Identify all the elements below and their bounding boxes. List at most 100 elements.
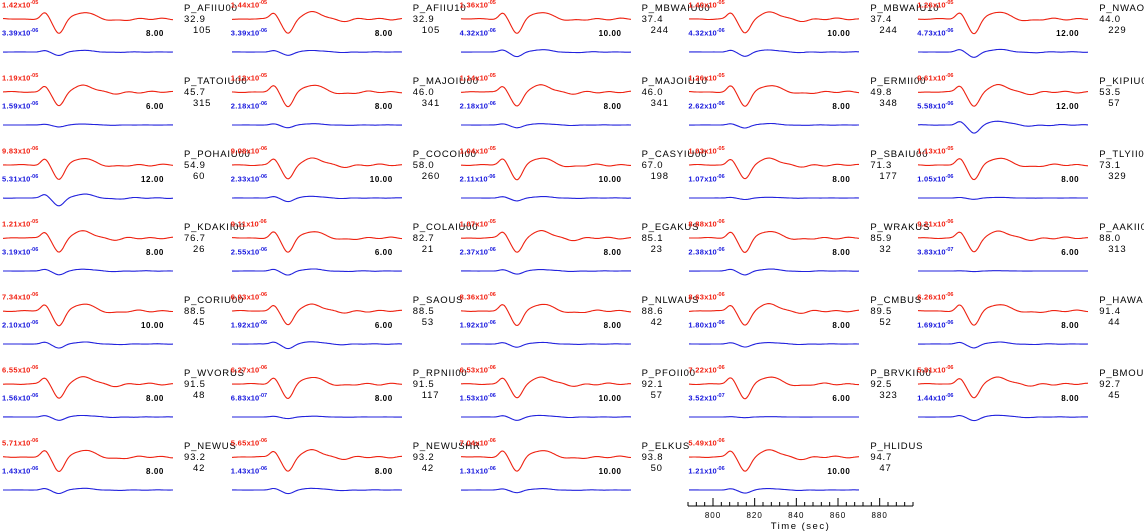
seismogram-cell[interactable]: 1.04x10-05 2.11x10-06 10.00 P_CASYIU00 6…: [458, 146, 706, 219]
seismogram-cell[interactable]: 1.07x10-05 2.37x10-06 8.00 P_EGAKUS 85.1…: [458, 219, 698, 292]
seismogram-cell[interactable]: 1.12x10-05 2.18x10-06 8.00 P_MAJOIU00 46…: [229, 73, 478, 146]
window-length-label: 8.00: [146, 467, 164, 476]
seismogram-grid: 1.42x10-05 3.39x10-06 8.00 P_AFIIU00 32.…: [0, 0, 1144, 511]
seismogram-cell[interactable]: 7.04x10-06 1.31x10-06 10.00 P_ELKUS 93.8…: [458, 438, 689, 511]
observed-trace: [918, 376, 1089, 399]
station-info: P_KIPIU00 53.5 57: [1099, 76, 1144, 109]
synthetic-trace: [460, 49, 631, 58]
window-length-label: 8.00: [374, 394, 393, 403]
waveform-traces: [231, 231, 402, 276]
observed-trace: [460, 303, 631, 327]
station-name: P_WVORUS: [184, 368, 245, 379]
station-name: P_MBWAIU10: [870, 3, 940, 14]
window-length-label: 10.00: [598, 29, 622, 38]
synthetic-trace: [2, 193, 174, 207]
window-length-label: 8.00: [603, 248, 622, 257]
station-distance: 92.7: [1099, 379, 1121, 390]
observed-amplitude-label: 6.53x10-06: [459, 365, 496, 375]
observed-trace: [918, 230, 1089, 253]
seismogram-cell[interactable]: 1.26x10-05 2.62x10-06 8.00 P_ERMII00 49.…: [686, 73, 925, 146]
waveform-traces: [460, 303, 631, 348]
synthetic-amplitude-label: 5.58x10-06: [917, 101, 954, 111]
station-name: P_ERMII00: [870, 76, 927, 87]
synthetic-trace: [3, 341, 174, 349]
seismogram-cell[interactable]: 1.13x10-05 1.05x10-06 8.00 P_TLYII00 73.…: [915, 146, 1144, 219]
seismogram-cell[interactable]: 1.14x10-05 2.18x10-06 8.00 P_MAJOIU10 46…: [458, 73, 707, 146]
synthetic-amplitude-label: 2.38x10-06: [688, 247, 725, 257]
observed-trace: [460, 450, 631, 472]
seismogram-cell[interactable]: 7.34x10-06 2.10x10-06 10.00 P_CORIU00 88…: [0, 292, 243, 365]
observed-amplitude-label: 1.13x10-05: [917, 146, 954, 156]
station-azimuth: 244: [879, 25, 898, 36]
synthetic-amplitude-label: 4.32x10-06: [688, 28, 725, 38]
seismogram-cell[interactable]: 6.27x10-06 6.83x10-07 8.00 P_RPNII00 91.…: [229, 365, 467, 438]
seismogram-cell[interactable]: 1.40x10-05 4.32x10-06 10.00 P_MBWAIU10 3…: [686, 0, 938, 73]
observed-trace: [231, 303, 402, 326]
waveform-traces: [231, 376, 402, 420]
observed-trace: [2, 230, 174, 253]
seismogram-cell[interactable]: 9.61x10-06 5.58x10-06 12.00 P_KIPIU00 53…: [915, 73, 1144, 146]
station-name: P_EGAKUS: [641, 222, 700, 233]
station-azimuth: 198: [650, 171, 669, 182]
axis-tick-label: 880: [871, 511, 887, 520]
station-distance: 91.5: [184, 379, 206, 390]
station-distance: 32.9: [412, 14, 435, 25]
seismogram-cell[interactable]: 6.26x10-06 1.69x10-06 8.00 P_HAWAUS 91.4…: [915, 292, 1144, 365]
station-name: P_AFIIU00: [184, 3, 238, 14]
station-azimuth: 323: [879, 390, 898, 401]
seismogram-cell[interactable]: 1.03x10-05 1.07x10-06 8.00 P_SBAIU00 71.…: [686, 146, 927, 219]
observed-trace: [2, 449, 173, 473]
station-distance: 93.2: [184, 452, 206, 463]
seismogram-cell[interactable]: 9.83x10-06 5.31x10-06 12.00 P_POHAIU00 5…: [0, 146, 250, 219]
window-length-label: 6.00: [832, 394, 851, 403]
synthetic-trace: [918, 341, 1089, 349]
seismogram-cell[interactable]: 9.11x10-06 2.55x10-06 6.00 P_COLAIU00 82…: [229, 219, 478, 292]
station-azimuth: 45: [193, 317, 206, 328]
station-name: P_WRAKUS: [870, 222, 931, 233]
window-length-label: 10.00: [827, 467, 851, 476]
station-azimuth: 42: [193, 463, 206, 474]
station-distance: 91.5: [412, 379, 435, 390]
station-info: P_COCOII00 58.0 260: [413, 149, 477, 182]
seismogram-cell[interactable]: 1.26x10-05 4.73x10-06 12.00 P_NWAOIU00 4…: [915, 0, 1144, 73]
station-name: P_MBWAIU00: [641, 3, 711, 14]
station-info: P_TLYII00 73.1 329: [1099, 149, 1144, 182]
seismogram-cell[interactable]: 9.21x10-06 3.83x10-07 6.00 P_AAKII00 88.…: [915, 219, 1144, 292]
observed-amplitude-label: 5.49x10-06: [688, 438, 725, 448]
seismogram-cell[interactable]: 1.36x10-05 4.32x10-06 10.00 P_MBWAIU00 3…: [458, 0, 710, 73]
observed-amplitude-label: 1.04x10-05: [459, 146, 496, 156]
seismogram-cell[interactable]: 5.49x10-06 1.21x10-06 10.00 P_HLIDUS 94.…: [686, 438, 922, 511]
seismogram-cell[interactable]: 5.81x10-06 1.44x10-06 8.00 P_BMOUS 92.7 …: [915, 365, 1144, 438]
seismogram-cell[interactable]: 1.21x10-05 3.19x10-06 8.00 P_KDAKII00 76…: [0, 219, 245, 292]
observed-amplitude-label: 5.71x10-06: [2, 438, 39, 448]
station-distance: 46.0: [641, 87, 664, 98]
window-length-label: 8.00: [374, 102, 393, 111]
synthetic-trace: [231, 49, 402, 56]
seismogram-cell[interactable]: 9.08x10-06 2.33x10-06 10.00 P_COCOII00 5…: [229, 146, 476, 219]
seismogram-cell[interactable]: 1.44x10-05 3.39x10-06 8.00 P_AFIIU10 32.…: [229, 0, 466, 73]
seismogram-cell[interactable]: 1.42x10-05 3.39x10-06 8.00 P_AFIIU00 32.…: [0, 0, 237, 73]
station-info: P_PFOII00 92.1 57: [642, 368, 696, 401]
seismogram-cell[interactable]: 8.88x10-06 2.38x10-06 8.00 P_WRAKUS 85.9…: [686, 219, 929, 292]
seismogram-cell[interactable]: 6.55x10-06 1.56x10-06 8.00 P_WVORUS 91.5…: [0, 365, 244, 438]
synthetic-trace: [3, 49, 174, 56]
synthetic-trace: [918, 196, 1089, 200]
station-azimuth: 45: [1108, 390, 1121, 401]
seismogram-cell[interactable]: 7.22x10-06 3.52x10-07 6.00 P_BRVKII00 92…: [686, 365, 931, 438]
seismogram-cell[interactable]: 6.53x10-06 1.53x10-06 10.00 P_PFOII00 92…: [458, 365, 695, 438]
seismogram-cell[interactable]: 5.65x10-06 1.43x10-06 8.00 P_NEWUSHR 93.…: [229, 438, 480, 511]
seismogram-cell[interactable]: 8.36x10-06 1.92x10-06 8.00 P_NLWAUS 88.6…: [458, 292, 698, 365]
observed-trace: [918, 304, 1089, 326]
synthetic-amplitude-label: 2.11x10-06: [459, 174, 496, 184]
seismogram-cell[interactable]: 8.63x10-06 1.80x10-06 8.00 P_CMBUS 89.5 …: [686, 292, 921, 365]
seismogram-cell[interactable]: 5.71x10-06 1.43x10-06 8.00 P_NEWUS 93.2 …: [0, 438, 236, 511]
synthetic-amplitude-label: 1.05x10-06: [917, 174, 954, 184]
seismogram-cell[interactable]: 1.19x10-05 1.59x10-06 6.00 P_TATOIU00 45…: [0, 73, 247, 146]
seismogram-cell[interactable]: 6.03x10-06 1.92x10-06 6.00 P_SAOUS 88.5 …: [229, 292, 462, 365]
observed-trace: [460, 376, 631, 399]
observed-trace: [3, 158, 174, 180]
synthetic-trace: [689, 196, 860, 201]
synthetic-amplitude-label: 3.19x10-06: [2, 247, 39, 257]
station-distance: 92.1: [641, 379, 664, 390]
